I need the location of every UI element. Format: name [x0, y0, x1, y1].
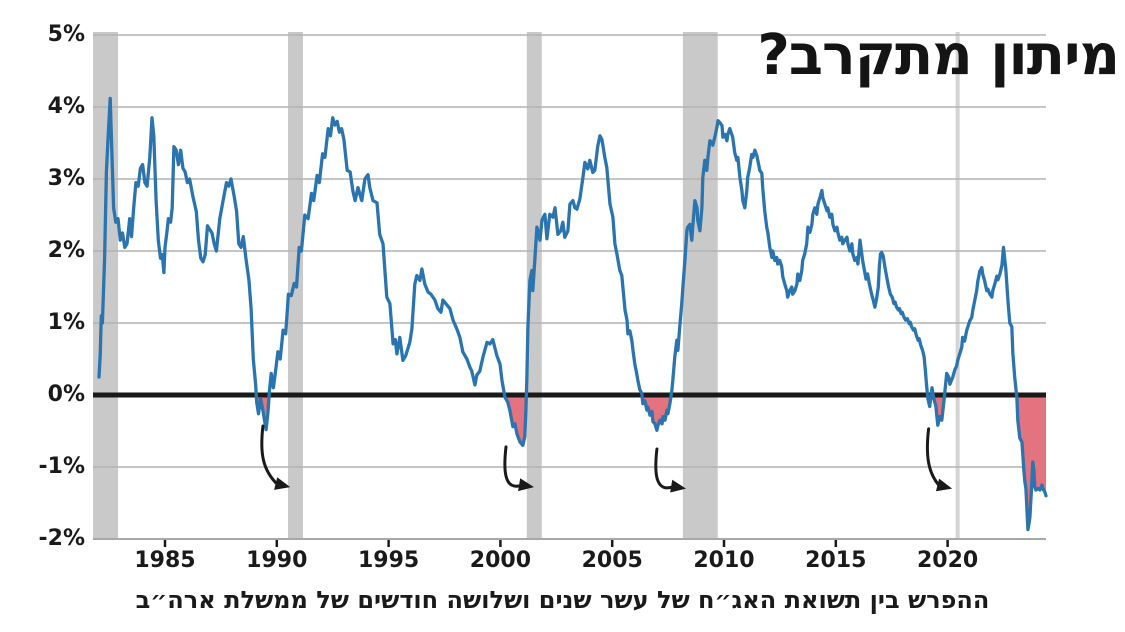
x-axis-label: 2010	[693, 548, 755, 573]
y-axis-label: 1%	[47, 310, 85, 335]
y-axis-label: 3%	[47, 166, 85, 191]
x-axis-label: 2005	[581, 548, 643, 573]
chart-title: מיתון מתקרב?	[757, 23, 1120, 88]
y-axis-label: 4%	[47, 94, 85, 119]
recession-band	[93, 32, 119, 540]
recession-band	[682, 32, 718, 540]
arrowhead-icon	[274, 477, 291, 490]
chart-subtitle: ההפרש בין תשואת האג״ח של עשר שנים ושלושה…	[135, 586, 990, 614]
spread-line	[97, 96, 1048, 532]
covid-recession-line	[955, 32, 960, 540]
negative-area-fill	[642, 395, 672, 431]
x-axis-label: 2015	[805, 548, 867, 573]
x-axis-label: 1990	[246, 548, 308, 573]
y-axis-label: 0%	[47, 382, 85, 407]
arrowhead-icon	[935, 478, 953, 492]
annotation-arrow	[654, 447, 676, 490]
y-axis-label: -2%	[38, 526, 85, 551]
annotation-arrow	[503, 445, 524, 488]
annotation-arrow	[925, 427, 942, 489]
y-axis-label: 2%	[47, 238, 85, 263]
x-axis-label: 2000	[469, 548, 532, 573]
y-axis-label: -1%	[38, 454, 85, 479]
annotation-arrow	[260, 424, 280, 487]
x-axis-label: 1985	[134, 548, 196, 573]
arrowhead-icon	[670, 479, 686, 493]
x-axis-label: 1995	[357, 548, 420, 573]
y-axis-label: 5%	[47, 22, 85, 47]
arrowhead-icon	[518, 478, 534, 492]
x-axis-label: 2020	[916, 548, 979, 573]
